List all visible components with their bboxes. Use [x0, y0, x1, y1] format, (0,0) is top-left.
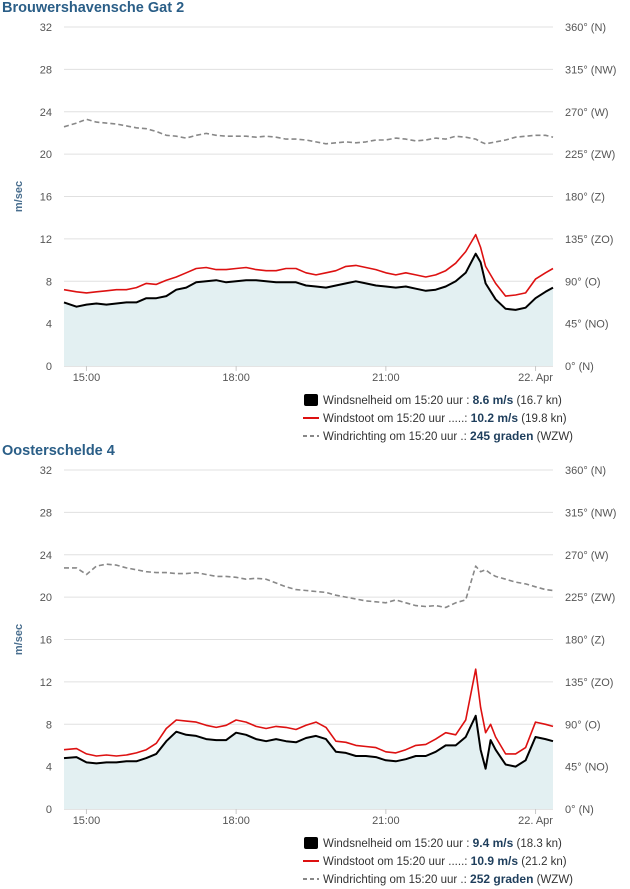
y-axis-label: m/sec [13, 624, 25, 655]
legend-item-windstoot[interactable]: Windstoot om 15:20 uur .....: 10.2 m/s (… [302, 409, 630, 427]
y2-tick-label: 315° (NW) [565, 64, 616, 76]
x-tick-label: 15:00 [73, 372, 101, 384]
legend-value: 10.2 m/s [470, 411, 519, 425]
legend-label: Windstoot om 15:20 uur .....: [323, 413, 468, 425]
chart-panel-brouwershavensche-gat: 0 0° (N) 4 45° (NO) 8 90° (O) 12 135° (ZO) 16 180… [0, 0, 630, 443]
y-tick-label: 28 [40, 64, 52, 76]
y-tick-label: 20 [40, 592, 52, 604]
x-tick-label: 22. Apr [518, 815, 553, 827]
y-tick-label: 4 [46, 319, 52, 331]
legend-extra: (16.7 kn) [516, 395, 562, 407]
legend: Windsnelheid om 15:20 uur : 9.4 m/s (18.… [302, 834, 630, 888]
legend: Windsnelheid om 15:20 uur : 8.6 m/s (16.… [302, 391, 630, 445]
legend-extra: (21.2 kn) [521, 856, 567, 868]
legend-symbol-gray-dash [303, 878, 319, 880]
legend-item-windrichting[interactable]: Windrichting om 15:20 uur .: 252 graden … [302, 870, 630, 888]
chart-svg-oosterschelde: 0 0° (N) 4 45° (NO) 8 90° (O) 12 135° (ZO) 16 180… [13, 465, 616, 827]
windsnelheid-area [64, 715, 553, 809]
y-tick-label: 16 [40, 192, 52, 204]
y2-tick-label: 45° (NO) [565, 762, 609, 774]
legend-value: 252 graden [470, 872, 534, 886]
windrichting-line [63, 118, 554, 145]
x-tick-label: 22. Apr [518, 372, 553, 384]
chart-title: Brouwershavensche Gat 2 [2, 0, 185, 16]
y-tick-label: 32 [40, 22, 52, 34]
windsnelheid-line [63, 252, 554, 311]
y-tick-label: 24 [40, 550, 52, 562]
y-tick-label: 24 [40, 107, 52, 119]
legend-item-windsnelheid[interactable]: Windsnelheid om 15:20 uur : 9.4 m/s (18.… [302, 834, 630, 852]
y2-tick-label: 360° (N) [565, 22, 606, 34]
legend-symbol-black-box [304, 837, 318, 849]
y2-tick-label: 180° (Z) [565, 635, 605, 647]
y2-tick-label: 90° (O) [565, 276, 601, 288]
windsnelheid-area [64, 253, 553, 366]
legend-value: 245 graden [470, 429, 534, 443]
legend-extra: (18.3 kn) [516, 838, 562, 850]
legend-value: 8.6 m/s [472, 393, 514, 407]
y2-tick-label: 315° (NW) [565, 507, 616, 519]
y-tick-label: 12 [40, 234, 52, 246]
x-tick-label: 15:00 [73, 815, 101, 827]
legend-item-windrichting[interactable]: Windrichting om 15:20 uur .: 245 graden … [302, 427, 630, 445]
chart-panel-oosterschelde: 0 0° (N) 4 45° (NO) 8 90° (O) 12 135° (ZO) 16 180… [0, 443, 630, 886]
legend-item-windsnelheid[interactable]: Windsnelheid om 15:20 uur : 8.6 m/s (16.… [302, 391, 630, 409]
y-tick-label: 8 [46, 276, 52, 288]
legend-label: Windrichting om 15:20 uur .: [323, 874, 467, 886]
y-tick-label: 16 [40, 635, 52, 647]
y-tick-label: 0 [46, 361, 52, 373]
y2-tick-label: 270° (W) [565, 107, 609, 119]
legend-extra: (19.8 kn) [521, 413, 567, 425]
y-tick-label: 4 [46, 762, 52, 774]
y2-tick-label: 0° (N) [565, 804, 594, 816]
y2-tick-label: 180° (Z) [565, 192, 605, 204]
legend-value: 10.9 m/s [470, 854, 519, 868]
y2-tick-label: 135° (ZO) [565, 234, 613, 246]
legend-symbol-black-box [304, 394, 318, 406]
y2-tick-label: 270° (W) [565, 550, 609, 562]
x-tick-label: 18:00 [222, 372, 250, 384]
legend-extra: (WZW) [536, 874, 574, 886]
y-tick-label: 20 [40, 149, 52, 161]
y-tick-label: 0 [46, 804, 52, 816]
legend-value: 9.4 m/s [472, 836, 514, 850]
legend-symbol-red-line [303, 417, 319, 419]
legend-label: Windsnelheid om 15:20 uur : [323, 395, 470, 407]
y2-tick-label: 0° (N) [565, 361, 594, 373]
chart-svg-brouwershavensche-gat: 0 0° (N) 4 45° (NO) 8 90° (O) 12 135° (ZO) 16 180… [13, 22, 616, 384]
y2-tick-label: 225° (ZW) [565, 592, 615, 604]
legend-item-windstoot[interactable]: Windstoot om 15:20 uur .....: 10.9 m/s (… [302, 852, 630, 870]
y2-tick-label: 135° (ZO) [565, 677, 613, 689]
windstoot-line [63, 233, 554, 297]
y2-tick-label: 225° (ZW) [565, 149, 615, 161]
legend-label: Windsnelheid om 15:20 uur : [323, 838, 470, 850]
legend-label: Windrichting om 15:20 uur .: [323, 431, 467, 443]
y2-tick-label: 360° (N) [565, 465, 606, 477]
legend-symbol-gray-dash [303, 435, 319, 437]
legend-symbol-red-line [303, 860, 319, 862]
windstoot-line [63, 668, 554, 757]
y-axis-label: m/sec [13, 181, 25, 212]
y-tick-label: 12 [40, 677, 52, 689]
y2-tick-label: 45° (NO) [565, 319, 609, 331]
y-tick-label: 28 [40, 507, 52, 519]
y-tick-label: 8 [46, 719, 52, 731]
y-tick-label: 32 [40, 465, 52, 477]
x-tick-label: 21:00 [372, 815, 400, 827]
windsnelheid-line [63, 714, 554, 770]
x-tick-label: 18:00 [222, 815, 250, 827]
y2-tick-label: 90° (O) [565, 719, 601, 731]
legend-label: Windstoot om 15:20 uur .....: [323, 856, 468, 868]
x-tick-label: 21:00 [372, 372, 400, 384]
chart-title: Oosterschelde 4 [2, 443, 115, 459]
windrichting-line [64, 563, 554, 609]
legend-extra: (WZW) [536, 431, 574, 443]
